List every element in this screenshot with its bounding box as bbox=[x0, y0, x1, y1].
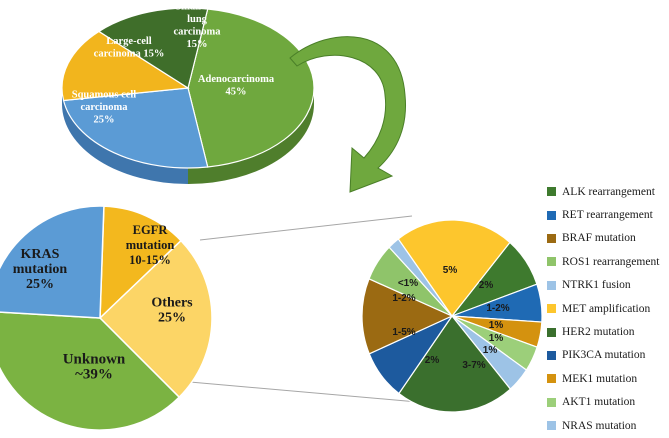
legend-item: HER2 mutation bbox=[547, 320, 669, 343]
slice-label: Large-cell carcinoma 15% bbox=[94, 36, 165, 60]
legend-label: PIK3CA mutation bbox=[562, 349, 646, 362]
connector-line-top bbox=[199, 215, 413, 241]
pie-slice bbox=[361, 278, 454, 355]
curved-arrow bbox=[289, 36, 407, 193]
pie-chart-histology-labels: Adenocarcinoma 45% Squamous cell carcinoma 2… bbox=[72, 2, 275, 126]
legend-swatch bbox=[547, 350, 556, 360]
legend-swatch bbox=[547, 421, 556, 431]
slice-label: Adenocarcinoma 45% bbox=[198, 74, 275, 98]
legend-item: PIK3CA mutation bbox=[547, 344, 669, 367]
legend-label: ROS1 rearrangement bbox=[562, 255, 660, 268]
legend-swatch bbox=[547, 257, 556, 267]
pie-chart-other-alterations bbox=[361, 219, 543, 413]
legend-label: AKT1 mutation bbox=[562, 396, 636, 409]
legend-item: MEK1 mutation bbox=[547, 367, 669, 390]
pie-chart-driver-mutations-labels: EGFR mutation 10-15% Others 25% Unknown ~39% KR… bbox=[13, 223, 193, 383]
legend-swatch bbox=[547, 327, 556, 337]
slice-label: 1-2% bbox=[392, 293, 415, 304]
slice-label: 1% bbox=[489, 333, 504, 344]
legend-item: RET rearrangement bbox=[547, 203, 669, 226]
pie-slice bbox=[99, 205, 183, 320]
legend-item: NTRK1 fusion bbox=[547, 274, 669, 297]
pie-slice bbox=[397, 219, 511, 318]
pie-chart-histology bbox=[61, 7, 315, 169]
slice-label: Unknown ~39% bbox=[63, 352, 126, 383]
legend-swatch bbox=[547, 233, 556, 243]
slice-label: KRAS mutation 25% bbox=[13, 247, 68, 292]
pie-slice bbox=[62, 87, 209, 169]
legend-label: ALK rearrangement bbox=[562, 185, 655, 198]
pie-slice bbox=[61, 30, 190, 102]
legend-swatch bbox=[547, 304, 556, 314]
legend-label: NRAS mutation bbox=[562, 419, 637, 432]
legend: ALK rearrangement RET rearrangement BRAF m… bbox=[547, 180, 669, 437]
legend-swatch bbox=[547, 397, 556, 407]
pie-slice bbox=[187, 8, 315, 168]
slice-label: 2% bbox=[479, 280, 494, 291]
pie-chart-other-alterations-labels: 2%1-2%1%1%1%3-7%2%1-5%1-2%<1%5% bbox=[392, 265, 509, 371]
slice-label: Others 25% bbox=[151, 296, 193, 326]
legend-label: NTRK1 fusion bbox=[562, 279, 631, 292]
legend-item: NRAS mutation bbox=[547, 414, 669, 437]
pie-chart-driver-mutations bbox=[0, 205, 213, 431]
slice-label: 1-2% bbox=[486, 303, 509, 314]
legend-swatch bbox=[547, 187, 556, 197]
slice-label: 5% bbox=[443, 265, 458, 276]
slice-label: 3-7% bbox=[462, 360, 485, 371]
slice-label: 1% bbox=[483, 345, 498, 356]
legend-item: ROS1 rearrangement bbox=[547, 250, 669, 273]
connector-line-bottom bbox=[189, 381, 441, 405]
slice-label: 1-5% bbox=[392, 327, 415, 338]
legend-label: MEK1 mutation bbox=[562, 372, 638, 385]
legend-swatch bbox=[547, 280, 556, 290]
slice-label: 1% bbox=[489, 320, 504, 331]
pie-slice bbox=[0, 205, 105, 319]
legend-item: MET amplification bbox=[547, 297, 669, 320]
slice-label: Small cell lung carcinoma 15% bbox=[173, 2, 221, 51]
pie-slice bbox=[97, 7, 209, 89]
slice-label: EGFR mutation 10-15% bbox=[126, 223, 175, 267]
pie-slice bbox=[398, 314, 512, 413]
legend-item: ALK rearrangement bbox=[547, 180, 669, 203]
legend-swatch bbox=[547, 210, 556, 220]
legend-label: BRAF mutation bbox=[562, 232, 636, 245]
legend-label: HER2 mutation bbox=[562, 326, 635, 339]
legend-item: BRAF mutation bbox=[547, 227, 669, 250]
legend-label: RET rearrangement bbox=[562, 209, 653, 222]
legend-swatch bbox=[547, 374, 556, 384]
legend-item: AKT1 mutation bbox=[547, 391, 669, 414]
pie-slice bbox=[98, 239, 213, 399]
slice-label: <1% bbox=[398, 278, 418, 289]
pie-slice bbox=[0, 311, 181, 431]
slice-label: Squamous cell carcinoma 25% bbox=[72, 90, 137, 126]
legend-label: MET amplification bbox=[562, 302, 651, 315]
slice-label: 2% bbox=[425, 355, 440, 366]
